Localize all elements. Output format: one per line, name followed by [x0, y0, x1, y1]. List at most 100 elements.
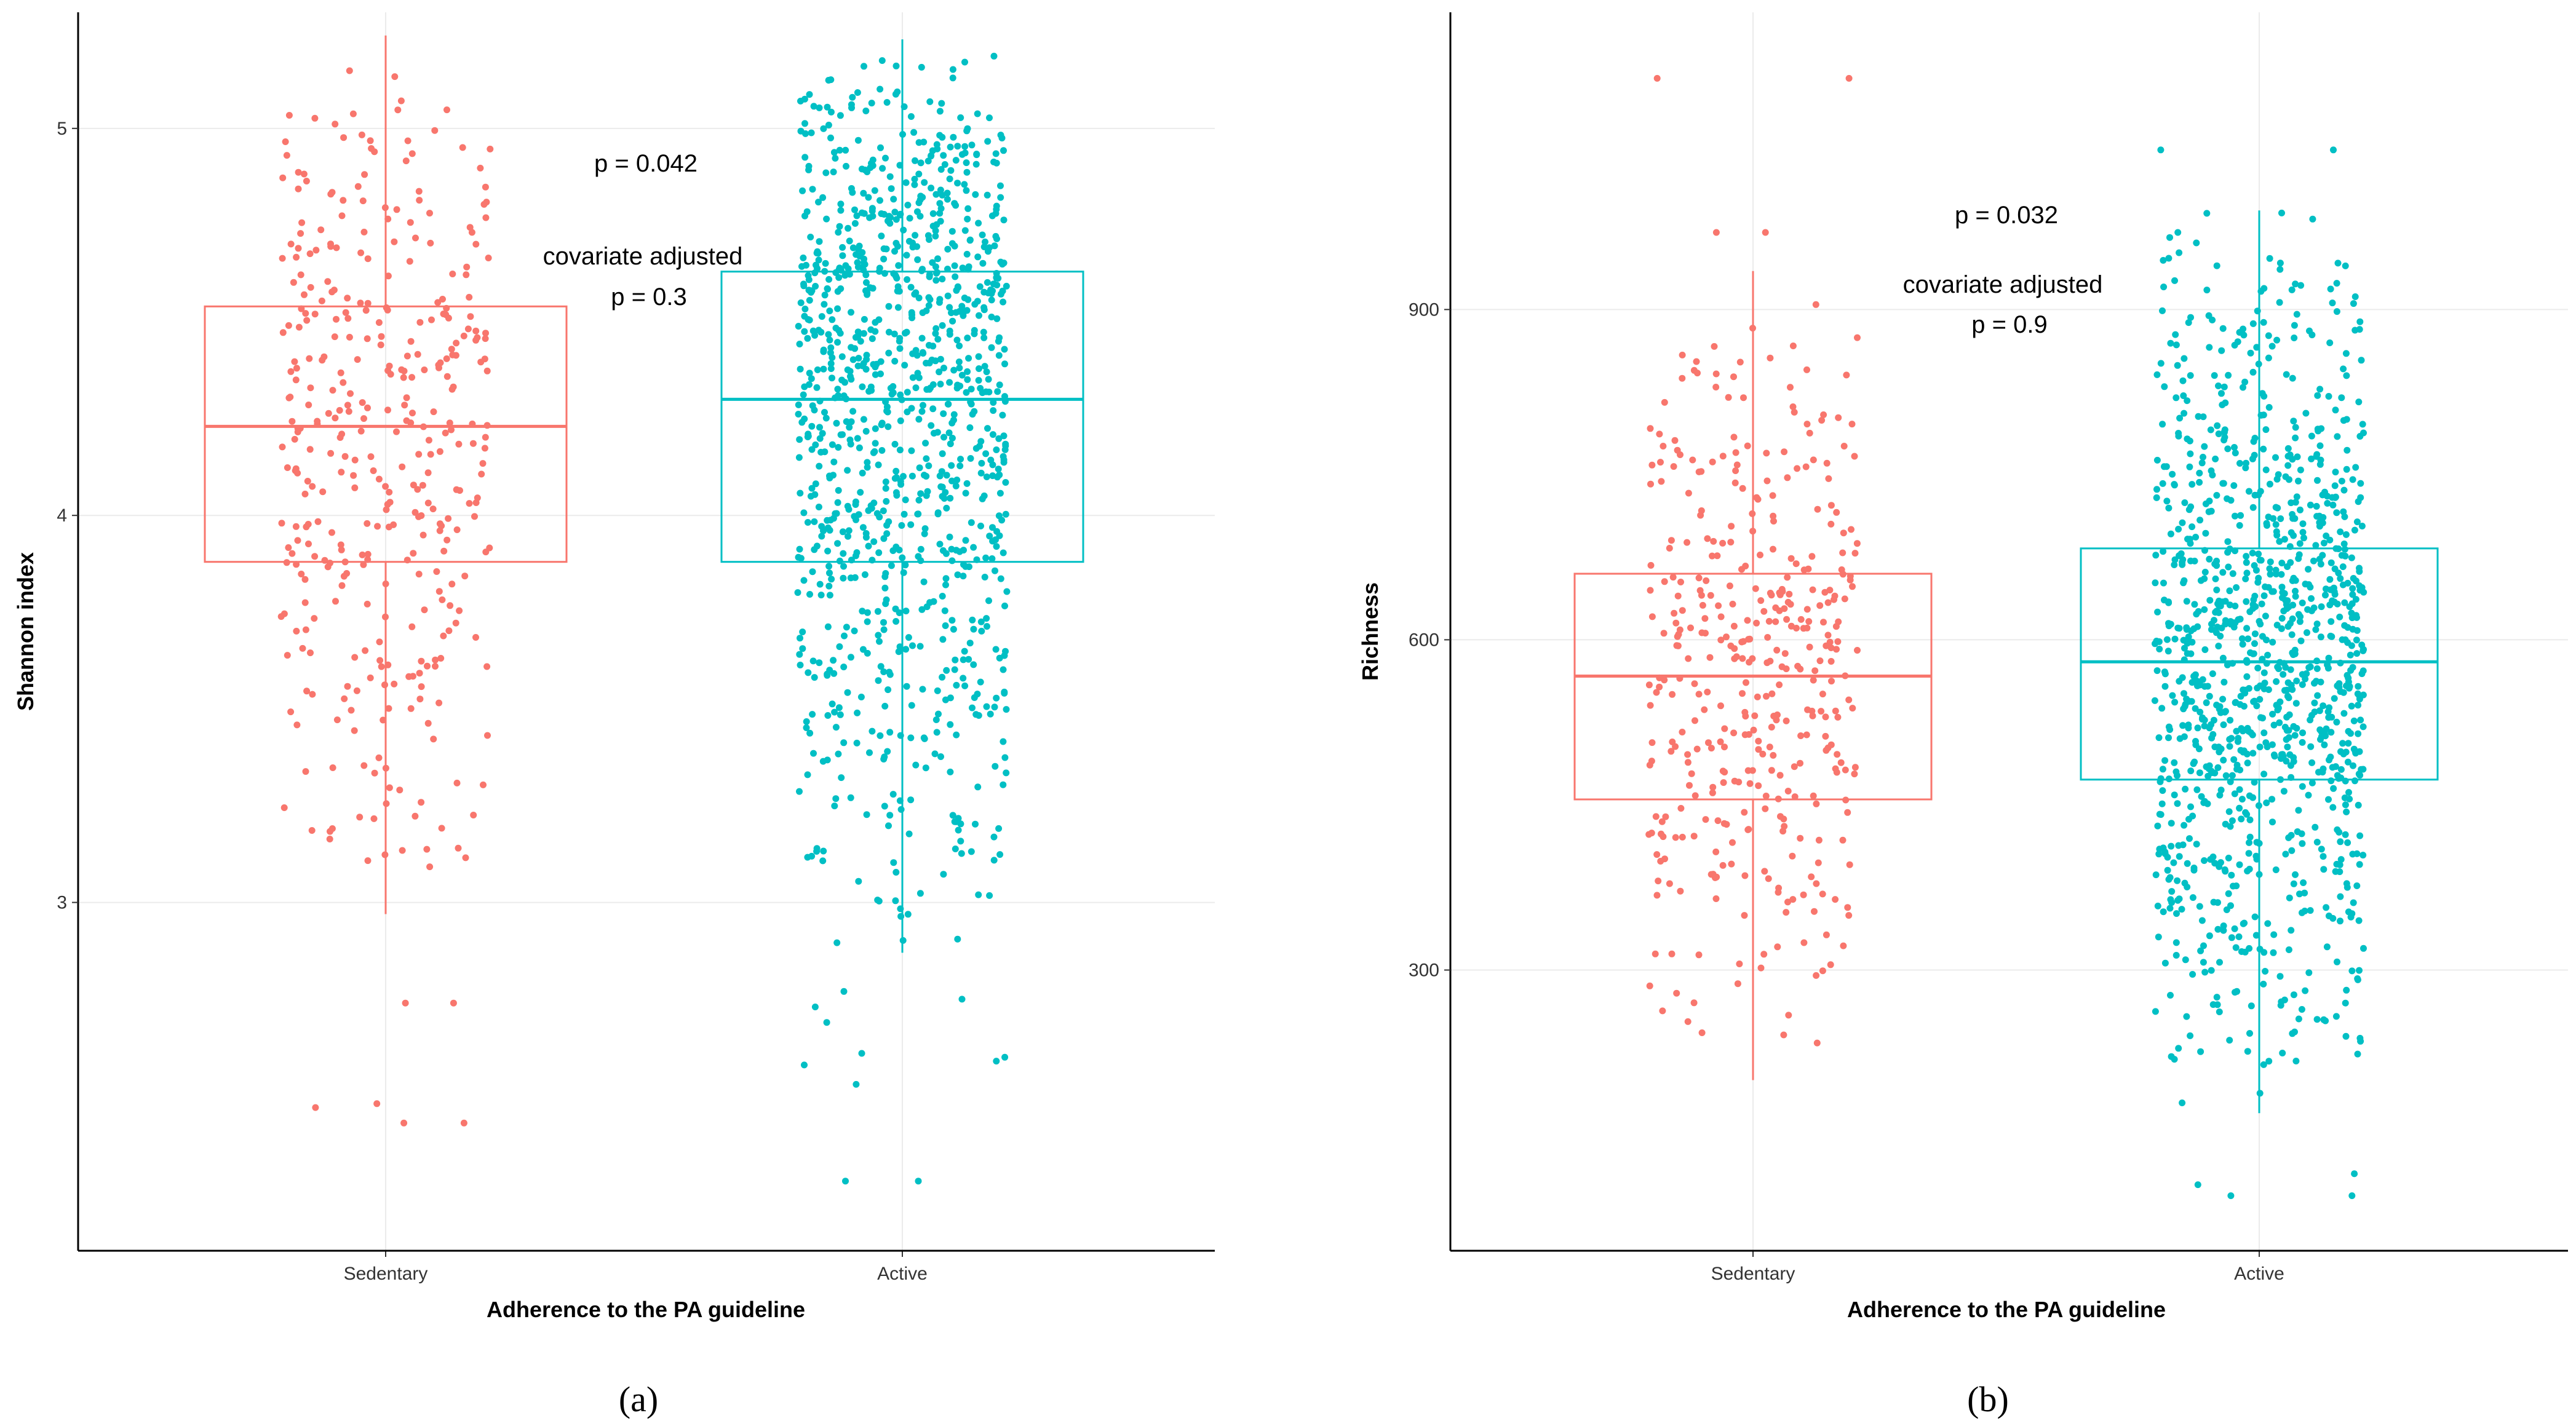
- data-point-active: [2359, 852, 2367, 859]
- data-point-active: [993, 694, 1000, 702]
- data-point-active: [875, 897, 883, 905]
- data-point-active: [2246, 816, 2254, 823]
- data-point-active: [827, 108, 835, 116]
- data-point-active: [2257, 411, 2265, 419]
- data-point-active: [2260, 592, 2268, 600]
- data-point-active: [939, 593, 946, 600]
- data-point-active: [868, 387, 875, 394]
- data-point-active: [845, 527, 853, 534]
- data-point-active: [847, 574, 854, 582]
- data-point-active: [923, 473, 930, 480]
- data-point-active: [2176, 414, 2184, 422]
- data-point-sedentary: [378, 663, 385, 670]
- data-point-active: [2286, 543, 2294, 550]
- data-point-active: [852, 552, 859, 560]
- data-point-active: [2329, 804, 2337, 811]
- data-point-active: [2176, 552, 2183, 560]
- data-point-sedentary: [1686, 782, 1693, 789]
- data-point-sedentary: [297, 230, 304, 237]
- data-point-sedentary: [1717, 702, 1724, 710]
- data-point-active: [2167, 896, 2174, 903]
- data-point-active: [848, 104, 855, 111]
- data-point-active: [2209, 670, 2216, 678]
- data-point-active: [2173, 952, 2180, 959]
- data-point-sedentary: [1749, 510, 1756, 517]
- data-point-active: [972, 820, 979, 828]
- data-point-active: [2195, 413, 2202, 420]
- data-point-active: [993, 274, 1000, 281]
- data-point-active: [797, 555, 805, 562]
- data-point-sedentary: [362, 307, 370, 314]
- data-point-sedentary: [291, 358, 298, 365]
- data-point-sedentary: [1783, 717, 1790, 724]
- data-point-sedentary: [1763, 692, 1770, 700]
- data-point-sedentary: [1811, 908, 1818, 915]
- data-point-active: [2335, 828, 2343, 836]
- data-point-active: [2287, 762, 2294, 769]
- data-point-active: [915, 496, 923, 504]
- data-point-active: [946, 304, 953, 311]
- data-point-sedentary: [1729, 839, 1736, 846]
- data-point-active: [2173, 341, 2180, 349]
- data-point-active: [892, 216, 900, 223]
- data-point-sedentary: [416, 197, 423, 204]
- data-point-active: [838, 774, 845, 782]
- data-point-active: [2179, 561, 2186, 568]
- data-point-sedentary: [418, 657, 425, 665]
- data-point-active: [995, 825, 1003, 832]
- data-point-active: [2354, 975, 2361, 982]
- data-point-sedentary: [1695, 691, 1703, 698]
- data-point-sedentary: [1677, 805, 1685, 812]
- data-point-active: [992, 567, 998, 574]
- data-point-active: [2187, 1032, 2194, 1039]
- data-point-active: [2299, 739, 2306, 746]
- data-point-active: [892, 62, 900, 69]
- data-point-active: [2343, 880, 2350, 887]
- data-point-active: [2190, 625, 2198, 632]
- data-point-active: [977, 438, 985, 445]
- data-point-active: [801, 415, 808, 422]
- data-point-active: [2344, 839, 2351, 846]
- data-point-active: [2311, 679, 2318, 687]
- data-point-active: [950, 133, 957, 141]
- data-point-active: [2316, 442, 2324, 450]
- data-point-active: [2257, 714, 2264, 721]
- data-point-sedentary: [470, 812, 477, 818]
- data-point-active: [2160, 256, 2167, 264]
- data-point-active: [2299, 600, 2306, 606]
- data-point-active: [937, 205, 945, 212]
- data-point-sedentary: [1832, 623, 1840, 630]
- data-point-sedentary: [1789, 896, 1797, 903]
- data-point-active: [964, 205, 972, 212]
- data-point-active: [2280, 671, 2287, 678]
- data-point-active: [2280, 608, 2288, 615]
- data-point-active: [2184, 860, 2191, 867]
- data-point-active: [885, 822, 892, 830]
- data-point-active: [815, 327, 822, 334]
- data-point-sedentary: [1813, 1039, 1821, 1047]
- data-point-active: [817, 592, 825, 599]
- data-point-active: [2291, 1028, 2298, 1036]
- data-point-active: [2344, 758, 2351, 766]
- data-point-active: [2342, 531, 2350, 538]
- data-point-active: [2201, 568, 2209, 576]
- data-point-active: [2201, 547, 2208, 554]
- data-point-sedentary: [1845, 696, 1853, 703]
- data-point-active: [2213, 562, 2220, 569]
- data-point-active: [2283, 371, 2290, 378]
- data-point-sedentary: [405, 673, 413, 680]
- data-point-active: [875, 549, 883, 557]
- data-point-active: [2314, 477, 2321, 484]
- data-point-active: [2159, 421, 2166, 428]
- y-tick-label: 600: [1409, 630, 1439, 650]
- data-point-active: [2247, 349, 2254, 357]
- data-point-sedentary: [437, 655, 445, 662]
- data-point-active: [976, 283, 984, 290]
- data-point-active: [2276, 266, 2284, 273]
- data-point-active: [2352, 596, 2359, 603]
- data-point-sedentary: [1786, 590, 1793, 598]
- data-point-active: [885, 303, 892, 310]
- data-point-active: [2258, 600, 2265, 608]
- data-point-active: [997, 182, 1004, 189]
- data-point-active: [883, 99, 891, 106]
